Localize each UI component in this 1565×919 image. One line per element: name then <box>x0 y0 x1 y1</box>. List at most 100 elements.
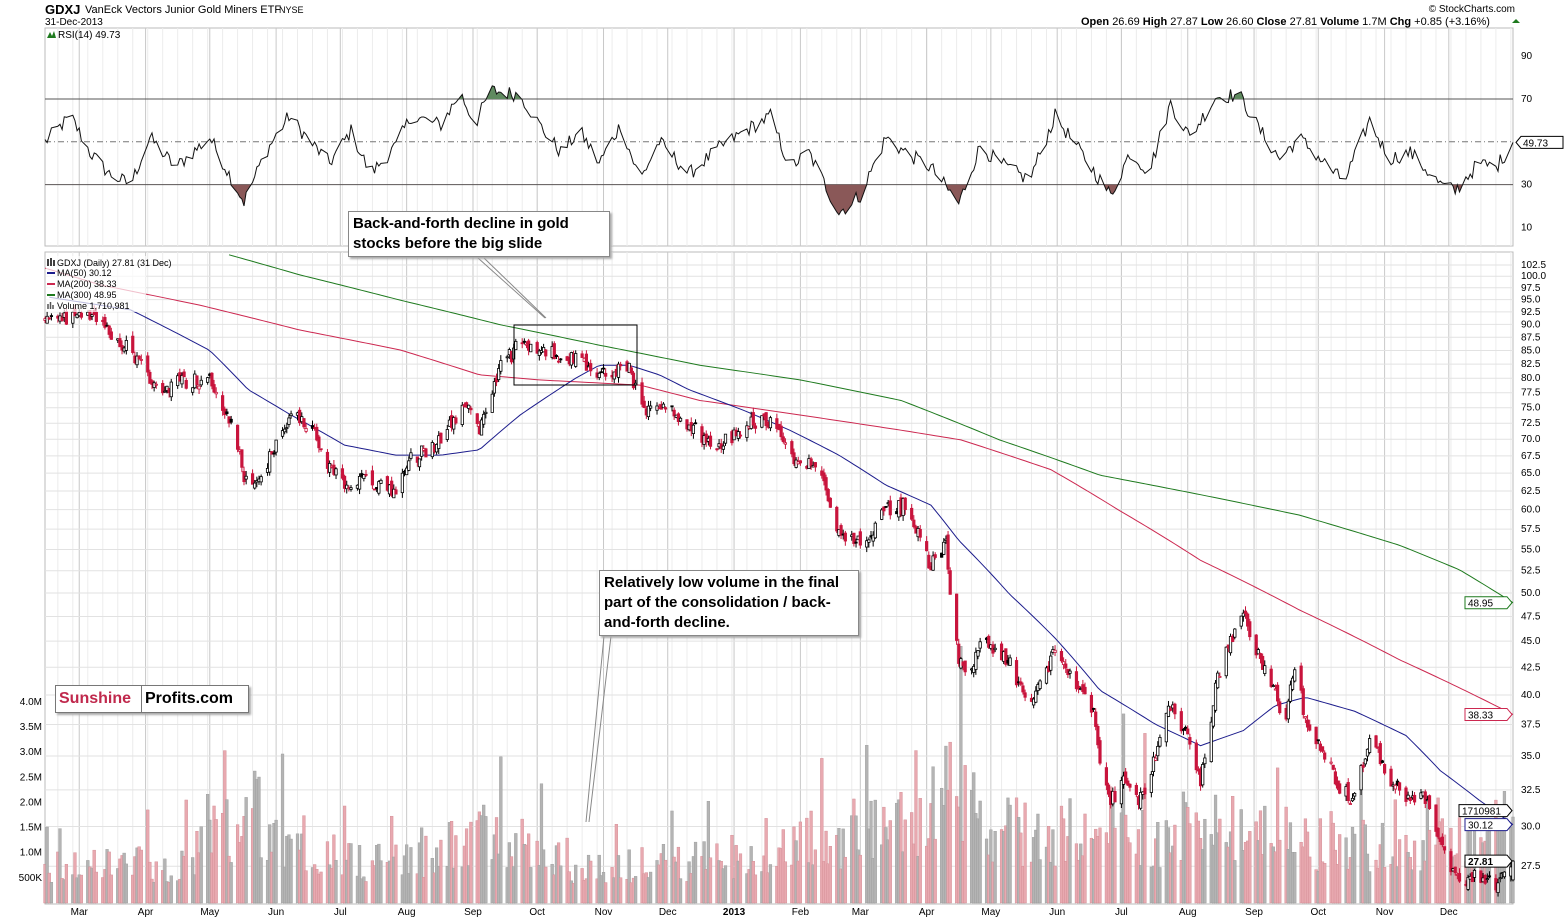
candle-body <box>109 331 113 340</box>
candle-body <box>1164 712 1168 743</box>
volume-bar <box>1393 799 1397 904</box>
volume-bar <box>1083 813 1087 904</box>
candle-body <box>1408 797 1412 802</box>
candle-body <box>1096 726 1100 746</box>
candle-body <box>693 422 698 425</box>
candle-body <box>169 381 173 398</box>
volume-value: 1.7M <box>1362 16 1386 28</box>
candle-body <box>1213 682 1218 711</box>
candle-body <box>1246 613 1250 627</box>
volume-bar <box>420 827 424 904</box>
candle-body <box>103 317 107 328</box>
candle-body <box>131 335 135 353</box>
candle-body <box>751 412 755 426</box>
candle-body <box>379 479 383 484</box>
candle-body <box>957 643 961 664</box>
candle-body <box>933 554 937 558</box>
volume-bar <box>565 837 569 904</box>
candle-body <box>272 452 276 455</box>
candle-body <box>535 342 539 354</box>
candle-body <box>1383 764 1387 774</box>
volume-last-value: 1710981 <box>1458 804 1513 818</box>
candle-body <box>285 427 289 430</box>
candle-body <box>1353 792 1357 797</box>
candle-body <box>1350 797 1355 802</box>
volume-bar <box>1158 867 1162 904</box>
ma50-legend-label: MA(50) 30.12 <box>57 268 112 278</box>
candle-body <box>424 448 428 458</box>
volume-bar <box>334 860 338 904</box>
price-tick-label: 57.5 <box>1521 524 1541 535</box>
candle-body <box>1074 671 1079 690</box>
volume-bar <box>619 877 623 904</box>
candle-body <box>882 506 886 512</box>
candle-body <box>601 367 606 370</box>
volume-tick-label: 1.0M <box>20 848 42 859</box>
axes: Mar Apr May Jun Jul Aug Sep Oct Nov Dec 2013 Feb Mar… <box>19 51 1564 918</box>
price-tick-label: 90.0 <box>1521 319 1541 330</box>
candle-body <box>1436 827 1440 838</box>
candle-body <box>1293 669 1297 682</box>
rsi-tick-label: 90 <box>1521 51 1533 62</box>
candle-body <box>499 360 503 372</box>
candle-body <box>1126 780 1130 786</box>
candle-body <box>1434 804 1438 832</box>
candle-body <box>235 424 240 450</box>
candle-body <box>1044 667 1049 684</box>
candle-body <box>616 363 621 378</box>
x-tick-label: Jul <box>334 907 347 918</box>
candle-body <box>1209 721 1213 763</box>
volume-bar <box>49 882 54 904</box>
candle-body <box>779 425 783 438</box>
candle-body <box>1173 703 1177 715</box>
volume-bar <box>1231 796 1235 904</box>
volume-bar <box>634 876 638 904</box>
candle-body <box>663 407 668 410</box>
candle-body <box>1183 726 1188 730</box>
candle-body <box>858 531 862 546</box>
candle-body <box>1316 739 1320 742</box>
candle-body <box>310 425 315 429</box>
candle-body <box>1440 836 1444 846</box>
candle-body <box>1323 752 1327 760</box>
candle-body <box>482 413 486 425</box>
candle-body <box>1094 711 1098 727</box>
price-tick-label: 92.5 <box>1521 307 1541 318</box>
candle-body <box>137 355 141 360</box>
copyright[interactable]: © StockCharts.com <box>1429 4 1515 15</box>
candle-icon <box>47 258 55 266</box>
x-tick-label: Nov <box>1376 907 1394 918</box>
candle-body <box>798 460 802 464</box>
candle-body <box>854 541 858 544</box>
volume-bar <box>244 797 248 904</box>
volume-bar <box>993 831 997 904</box>
volume-bar <box>184 799 188 904</box>
volume-bar <box>693 841 698 904</box>
candle-body <box>135 355 139 366</box>
candle-body <box>1374 735 1378 748</box>
candle-body <box>974 651 978 670</box>
candle-body <box>1203 757 1207 765</box>
candle-body <box>49 315 54 317</box>
volume-bar <box>706 801 710 904</box>
volume-bar <box>229 862 233 904</box>
candle-body <box>1496 882 1500 894</box>
candle-body <box>1104 767 1109 786</box>
candle-body <box>514 340 518 351</box>
volume-bar <box>1233 860 1237 904</box>
candle-body <box>1156 745 1160 757</box>
candle-body <box>1397 782 1402 791</box>
candle-body <box>1166 705 1171 717</box>
candle-body <box>1502 871 1507 878</box>
chart-date: 31-Dec-2013 <box>45 17 103 28</box>
candle-body <box>1338 783 1342 794</box>
candle-body <box>910 507 914 520</box>
candle-body <box>1233 628 1237 638</box>
candle-body <box>221 395 225 411</box>
candle-body <box>520 342 524 345</box>
candle-body <box>1511 860 1515 881</box>
candle-body <box>490 393 494 413</box>
candle-body <box>955 593 959 641</box>
rsi-last-value: 49.73 <box>1515 135 1564 149</box>
candle-body <box>315 426 319 441</box>
